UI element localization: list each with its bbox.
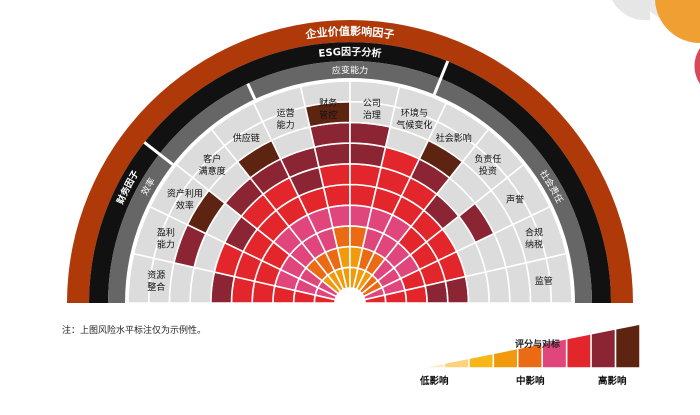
sector-label: 盈利能力 xyxy=(157,227,175,251)
risk-cell xyxy=(299,80,351,108)
legend-mid-label: 中影响 xyxy=(516,375,545,387)
legend-swatch xyxy=(443,357,470,369)
legend-swatch xyxy=(565,332,592,369)
sector-label: 公司治理 xyxy=(363,98,381,121)
divider-resilience-social xyxy=(432,60,450,95)
sector-label: 资源整合 xyxy=(147,270,165,293)
sector-label: 负责任投资 xyxy=(474,153,501,177)
outer-band-title: 企业价值影响因子 xyxy=(304,24,396,42)
risk-cell xyxy=(175,128,226,179)
sector-label: 环境与气候变化 xyxy=(396,107,432,131)
risk-cell xyxy=(506,163,552,217)
legend-high-label: 高影响 xyxy=(598,375,627,387)
divider-efficiency-resilience xyxy=(246,83,257,100)
risk-cell xyxy=(436,101,490,147)
sector-label: 合规纳税 xyxy=(525,227,543,251)
risk-cell xyxy=(349,80,401,108)
sector-label: 财务管控 xyxy=(319,97,337,121)
risk-cell xyxy=(444,275,470,304)
risk-cell xyxy=(132,205,170,260)
risk-cell xyxy=(127,252,155,304)
risk-cell xyxy=(349,162,382,189)
sector-label: 监管 xyxy=(535,275,553,287)
risk-cell xyxy=(327,204,351,229)
legend-title: 评分与对标 xyxy=(515,338,560,350)
risk-cell xyxy=(252,85,307,123)
risk-cell xyxy=(474,128,525,179)
legend-swatch xyxy=(492,347,519,369)
dark-band-title: ESG因子分析 xyxy=(318,45,382,60)
risk-cell xyxy=(424,280,449,304)
band-dividers xyxy=(143,60,450,166)
sector-label: 社会影响 xyxy=(436,132,472,144)
risk-cell xyxy=(318,162,351,189)
legend: 评分与对标 低影响 中影响 高影响 xyxy=(419,323,641,387)
risk-cells xyxy=(127,80,573,304)
legend-swatches xyxy=(419,323,641,369)
risk-cell xyxy=(393,85,448,123)
legend-swatch xyxy=(590,327,617,369)
legend-swatch xyxy=(419,362,446,369)
footnote: 注：上图风险水平标注仅为示例性。 xyxy=(62,326,207,336)
legend-swatch xyxy=(614,323,641,369)
divider-finance-efficiency xyxy=(143,141,174,166)
risk-cell xyxy=(209,271,236,304)
sector-label: 客户满意度 xyxy=(199,153,226,177)
sector-label: 运营能力 xyxy=(277,107,295,131)
risk-cell xyxy=(545,252,573,304)
sector-label: 声誉 xyxy=(506,193,524,205)
risk-cell xyxy=(210,101,264,147)
risk-cell xyxy=(148,163,194,217)
sector-label: 供应链 xyxy=(233,132,260,144)
corner-decoration xyxy=(612,0,700,84)
risk-cell xyxy=(322,183,351,209)
legend-swatch xyxy=(468,352,495,369)
sector-label: 资产利用效率 xyxy=(167,187,203,211)
legend-low-label: 低影响 xyxy=(419,375,449,387)
risk-cell xyxy=(464,271,491,304)
risk-cell xyxy=(530,205,568,260)
